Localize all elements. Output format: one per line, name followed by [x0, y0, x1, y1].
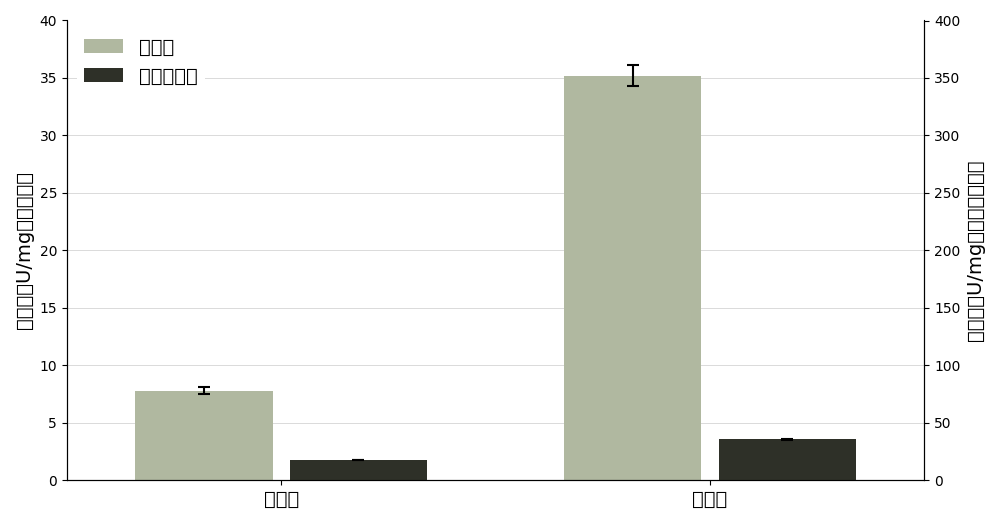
Legend: 毒死蜱, 甲基对硭磷: 毒死蜱, 甲基对硭磷	[77, 30, 205, 93]
Bar	[290, 460, 427, 481]
Y-axis label: 比活力（U/mg，甲基对硭磷）: 比活力（U/mg，甲基对硭磷）	[966, 160, 985, 341]
Bar	[564, 75, 701, 481]
Bar	[135, 390, 273, 481]
Y-axis label: 比活力（U/mg，毒死蜱）: 比活力（U/mg，毒死蜱）	[15, 171, 34, 330]
Bar	[719, 439, 856, 481]
